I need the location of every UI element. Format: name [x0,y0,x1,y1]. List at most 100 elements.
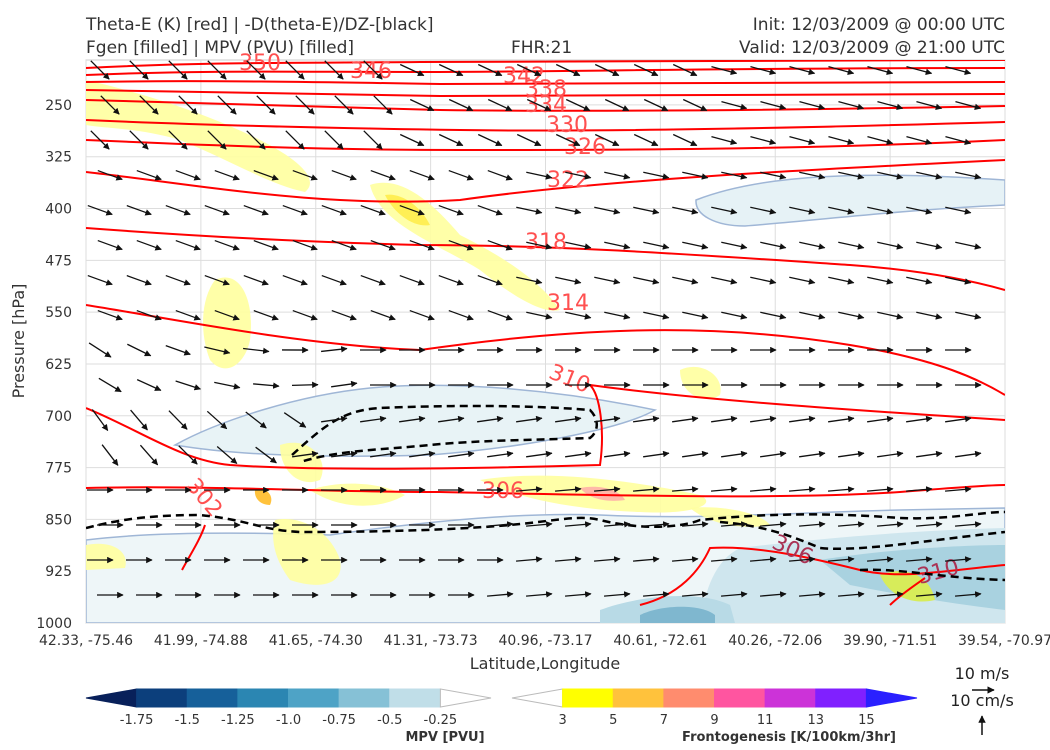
wind-vector [554,556,582,563]
wind-vector [789,276,816,285]
wind-vector [838,450,865,458]
wind-vector [214,309,240,321]
colorbar-segment [338,688,391,708]
wind-vector [477,133,503,147]
wind-vector [292,450,319,458]
wind-vector [711,136,738,145]
wind-vector [877,241,904,250]
wind-vector [594,415,621,423]
y-tick-label: 775 [45,461,72,477]
wind-vector [516,415,543,423]
wind-vector [97,169,123,181]
wind-vector [136,309,162,321]
wind-vector [760,101,787,110]
x-tick-label: 40.26, -72.06 [728,633,822,649]
wind-vector [955,450,982,458]
wind-vector [360,274,386,286]
wind-vector [945,206,972,215]
wind-vector [438,133,464,147]
wind-vector [827,556,855,563]
wind-vector [906,276,933,285]
colorbar-tick-label: 7 [660,713,668,728]
x-tick-label: 39.90, -71.51 [843,633,937,649]
wind-vector [867,136,894,145]
wind-vector [282,274,308,286]
wind-vector [91,409,109,431]
fgen-region [203,277,251,369]
wind-vector [525,591,553,598]
y-tick-label: 250 [45,98,72,114]
wind-vector [643,171,670,180]
wind-vector [256,95,276,115]
wind-vector [594,206,621,215]
wind-vector [370,450,397,458]
y-axis-label: Pressure [hPa] [9,284,28,399]
wind-vector [516,133,542,147]
wind-vector [487,450,514,458]
wind-vector [633,133,659,147]
wind-vector [915,521,943,528]
wind-vector [838,101,865,110]
wind-vector [207,60,227,80]
wind-vector [253,309,279,321]
wind-vector [136,239,162,251]
wind-vector [515,486,543,493]
wind-vector [760,241,787,250]
wind-vector [487,309,513,321]
wind-vector [944,556,972,563]
wind-vector [477,63,503,77]
wind-vector [204,274,230,286]
wind-vector [759,521,787,528]
wind-vector [682,241,709,250]
x-axis-label: Latitude,Longitude [470,654,621,673]
colorbar-tick-label: 15 [858,713,875,728]
wind-vector [87,274,113,286]
theta-e-label: 330 [546,113,588,138]
wind-vector [828,206,855,215]
wind-vector [828,66,855,75]
wind-vector [399,133,425,147]
wind-vector [632,486,660,493]
wind-vector [672,133,698,147]
wind-vector [292,309,318,321]
theta-e-line [86,80,1005,86]
colorbar-tick-label: -1.0 [276,713,301,728]
colorbar-segment [85,688,138,708]
wind-vector [525,521,553,528]
wind-vector [799,101,826,110]
wind-vector [515,556,543,563]
wind-vector [243,204,269,216]
wind-vector [175,309,201,321]
theta-e-line [181,524,206,571]
wind-vector [360,204,386,216]
wind-vector [593,556,621,563]
wind-vector [175,239,201,251]
wind-vector [877,450,904,458]
wind-vector [759,591,787,598]
wind-vector [866,556,894,563]
colorbar-tick-label: 9 [710,713,718,728]
wind-vectors [87,60,982,599]
wind-vector [282,204,308,216]
colorbar-tick-label: 11 [757,713,774,728]
x-axis-ticks: 42.33, -75.46 41.99, -74.88 41.65, -74.30 4… [39,633,1050,649]
wind-vector [136,169,162,181]
wind-vector [603,591,631,598]
wind-vector [955,311,982,320]
wind-vector [916,450,943,458]
wind-vector [720,521,748,528]
wind-vector [448,450,475,458]
wind-vector [721,311,748,320]
wind-vector [165,204,191,216]
wind-vector [945,136,972,145]
wind-vector [165,274,191,286]
wind-vector [749,556,777,563]
wind-vector [906,206,933,215]
wind-vector [253,169,279,181]
wind-vector [749,486,777,493]
fgen-region [880,571,935,602]
wind-vector [682,311,709,320]
wind-vector [955,101,982,110]
wind-vector [98,377,122,393]
wind-vector [130,409,148,431]
